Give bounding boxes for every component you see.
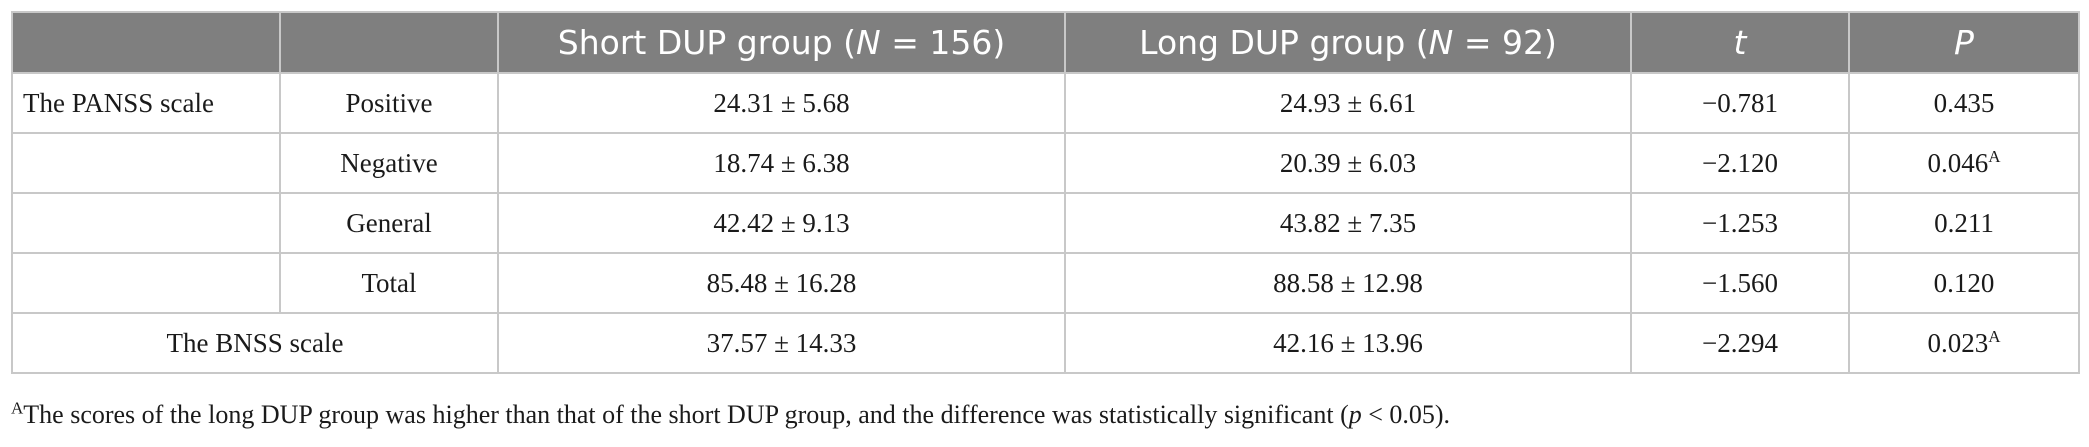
- short-dup-cell: 37.57 ± 14.33: [497, 312, 1066, 374]
- long-dup-cell: 88.58 ± 12.98: [1064, 252, 1632, 314]
- t-cell: −2.294: [1630, 312, 1850, 374]
- header-long-dup: Long DUP group (N = 92): [1064, 11, 1632, 74]
- short-dup-cell: 85.48 ± 16.28: [497, 252, 1066, 314]
- t-cell: −1.560: [1630, 252, 1850, 314]
- results-table-container: Short DUP group (N = 156) Long DUP group…: [11, 11, 2080, 374]
- p-cell: 0.046A: [1848, 132, 2080, 194]
- scale-cell: [11, 132, 281, 194]
- subscale-cell: General: [279, 192, 499, 254]
- results-table: Short DUP group (N = 156) Long DUP group…: [11, 11, 2080, 374]
- table-footnote: AThe scores of the long DUP group was hi…: [11, 398, 1451, 430]
- scale-cell: The PANSS scale: [11, 72, 281, 134]
- bnss-scale-cell: The BNSS scale: [11, 312, 499, 374]
- header-short-dup: Short DUP group (N = 156): [497, 11, 1066, 74]
- long-dup-cell: 24.93 ± 6.61: [1064, 72, 1632, 134]
- p-cell: 0.435: [1848, 72, 2080, 134]
- table-row: The PANSS scale Positive 24.31 ± 5.68 24…: [11, 72, 2080, 134]
- subscale-cell: Negative: [279, 132, 499, 194]
- short-dup-cell: 24.31 ± 5.68: [497, 72, 1066, 134]
- t-cell: −0.781: [1630, 72, 1850, 134]
- footnote-p-symbol: p: [1348, 400, 1362, 429]
- subscale-cell: Positive: [279, 72, 499, 134]
- header-scale: [11, 11, 281, 74]
- subscale-cell: Total: [279, 252, 499, 314]
- p-cell: 0.120: [1848, 252, 2080, 314]
- p-cell: 0.023A: [1848, 312, 2080, 374]
- header-p: P: [1848, 11, 2080, 74]
- footnote-text: The scores of the long DUP group was hig…: [23, 400, 1349, 429]
- long-dup-cell: 42.16 ± 13.96: [1064, 312, 1632, 374]
- table-row: General 42.42 ± 9.13 43.82 ± 7.35 −1.253…: [11, 192, 2080, 254]
- short-dup-cell: 42.42 ± 9.13: [497, 192, 1066, 254]
- header-t: t: [1630, 11, 1850, 74]
- long-dup-cell: 20.39 ± 6.03: [1064, 132, 1632, 194]
- scale-cell: [11, 252, 281, 314]
- table-row: Negative 18.74 ± 6.38 20.39 ± 6.03 −2.12…: [11, 132, 2080, 194]
- p-cell: 0.211: [1848, 192, 2080, 254]
- scale-cell: [11, 192, 281, 254]
- t-cell: −2.120: [1630, 132, 1850, 194]
- header-subscale: [279, 11, 499, 74]
- t-cell: −1.253: [1630, 192, 1850, 254]
- long-dup-cell: 43.82 ± 7.35: [1064, 192, 1632, 254]
- short-dup-cell: 18.74 ± 6.38: [497, 132, 1066, 194]
- table-row-bnss: The BNSS scale 37.57 ± 14.33 42.16 ± 13.…: [11, 312, 2080, 374]
- footnote-tail: < 0.05).: [1361, 400, 1451, 429]
- header-row: Short DUP group (N = 156) Long DUP group…: [11, 11, 2080, 74]
- footnote-marker: A: [11, 398, 24, 418]
- table-row: Total 85.48 ± 16.28 88.58 ± 12.98 −1.560…: [11, 252, 2080, 314]
